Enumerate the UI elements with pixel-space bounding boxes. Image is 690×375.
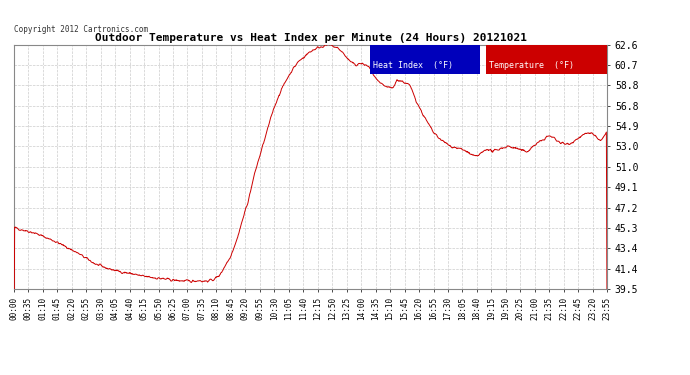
Title: Outdoor Temperature vs Heat Index per Minute (24 Hours) 20121021: Outdoor Temperature vs Heat Index per Mi… (95, 33, 526, 43)
Text: Temperature  (°F): Temperature (°F) (489, 61, 573, 70)
FancyBboxPatch shape (370, 45, 480, 74)
Text: Copyright 2012 Cartronics.com: Copyright 2012 Cartronics.com (14, 25, 148, 34)
FancyBboxPatch shape (486, 45, 607, 74)
Text: Heat Index  (°F): Heat Index (°F) (373, 61, 453, 70)
